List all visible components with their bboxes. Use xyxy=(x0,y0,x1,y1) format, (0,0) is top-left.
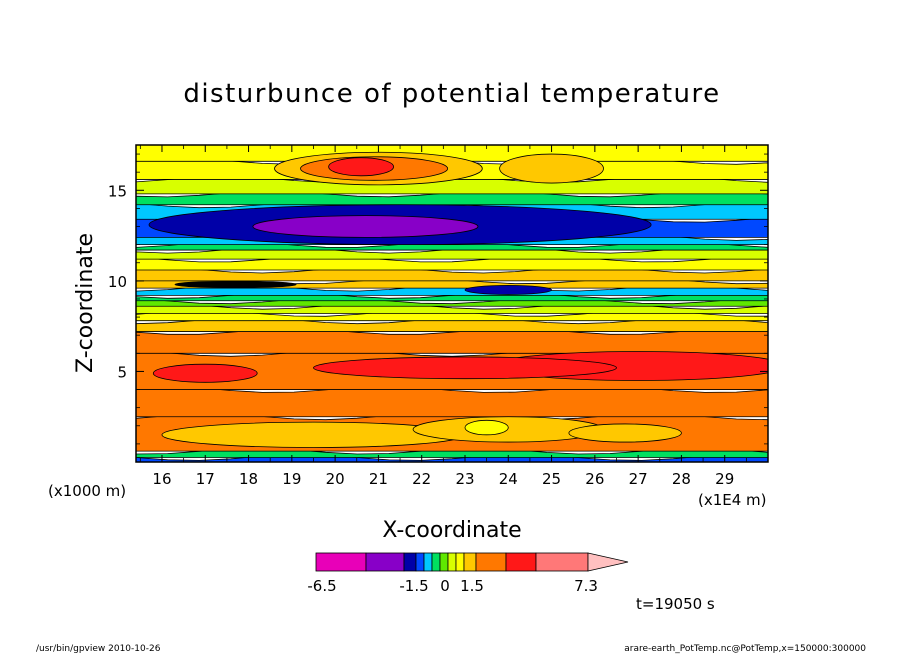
colorbar-arrow xyxy=(587,552,629,572)
colorbar-swatch-5 xyxy=(431,552,441,572)
x-tick-label: 26 xyxy=(585,470,604,488)
colorbar-label: -1.5 xyxy=(399,577,428,595)
band-5 xyxy=(136,328,768,354)
colorbar-swatch-1 xyxy=(365,552,405,572)
contour-blob-5 xyxy=(252,215,479,238)
x-tick-label: 23 xyxy=(455,470,474,488)
colorbar-swatch-11 xyxy=(505,552,537,572)
x-tick-label: 25 xyxy=(542,470,561,488)
bands-layer xyxy=(136,145,768,462)
colorbar-swatch-10 xyxy=(475,552,507,572)
band-13 xyxy=(136,266,768,282)
colorbar-label: 7.3 xyxy=(574,577,598,595)
time-label: t=19050 s xyxy=(636,595,715,613)
y-axis-label: Z-coordinate xyxy=(73,233,98,373)
blobs-layer xyxy=(148,151,768,448)
x-tick-label: 16 xyxy=(152,470,171,488)
y-tick-label: 10 xyxy=(108,273,127,291)
colorbar-swatch-2 xyxy=(403,552,417,572)
chart-title: disturbunce of potential temperature xyxy=(183,79,720,109)
colorbar-labels: -6.5 -1.5 0 1.5 7.3 xyxy=(307,577,598,595)
contour-blob-10 xyxy=(152,363,258,383)
x-tick-label: 17 xyxy=(196,470,215,488)
x-axis-label: X-coordinate xyxy=(382,518,521,543)
x-tick-label: 20 xyxy=(326,470,345,488)
footer-left: /usr/bin/gpview 2010-10-26 xyxy=(36,644,161,654)
colorbar xyxy=(315,552,629,572)
y-tick-label: 5 xyxy=(117,363,127,381)
colorbar-swatch-9 xyxy=(463,552,477,572)
band-3 xyxy=(136,386,768,418)
x-tick-label: 21 xyxy=(369,470,388,488)
footer-right: arare-earth_PotTemp.nc@PotTemp,x=150000:… xyxy=(624,644,866,654)
x-tick-label: 28 xyxy=(672,470,691,488)
contour-blob-2 xyxy=(328,157,394,177)
band-23 xyxy=(136,145,768,162)
colorbar-swatch-12 xyxy=(535,552,589,572)
contour-blob-6 xyxy=(464,284,552,295)
y-tick-label: 15 xyxy=(108,182,127,200)
colorbar-label: -6.5 xyxy=(307,577,336,595)
colorbar-swatch-4 xyxy=(423,552,433,572)
colorbar-swatch-0 xyxy=(315,552,367,572)
y-axis-ticks: 5 10 15 xyxy=(108,153,768,445)
contour-blob-13 xyxy=(568,423,682,443)
plot-frame xyxy=(135,144,769,463)
contour-blob-14 xyxy=(464,419,509,436)
colorbar-label: 0 xyxy=(440,577,450,595)
colorbar-swatch-3 xyxy=(415,552,425,572)
colorbar-swatch-8 xyxy=(455,552,465,572)
contour-blob-9 xyxy=(313,356,617,380)
x-tick-label: 27 xyxy=(629,470,648,488)
colorbar-swatch-6 xyxy=(439,552,449,572)
plot-area xyxy=(136,145,768,462)
x-tick-label: 22 xyxy=(412,470,431,488)
contour-blob-3 xyxy=(499,153,604,184)
y-unit-note: (x1000 m) xyxy=(48,482,126,500)
x-unit-note: (x1E4 m) xyxy=(698,491,767,509)
x-tick-label: 19 xyxy=(282,470,301,488)
x-tick-label: 24 xyxy=(499,470,518,488)
contour-blob-7 xyxy=(174,280,297,289)
x-axis-ticks: 16 17 18 19 20 21 22 23 24 25 26 27 28 29 xyxy=(139,145,747,488)
colorbar-swatch-7 xyxy=(447,552,457,572)
x-tick-label: 18 xyxy=(239,470,258,488)
colorbar-label: 1.5 xyxy=(460,577,484,595)
x-tick-label: 29 xyxy=(715,470,734,488)
